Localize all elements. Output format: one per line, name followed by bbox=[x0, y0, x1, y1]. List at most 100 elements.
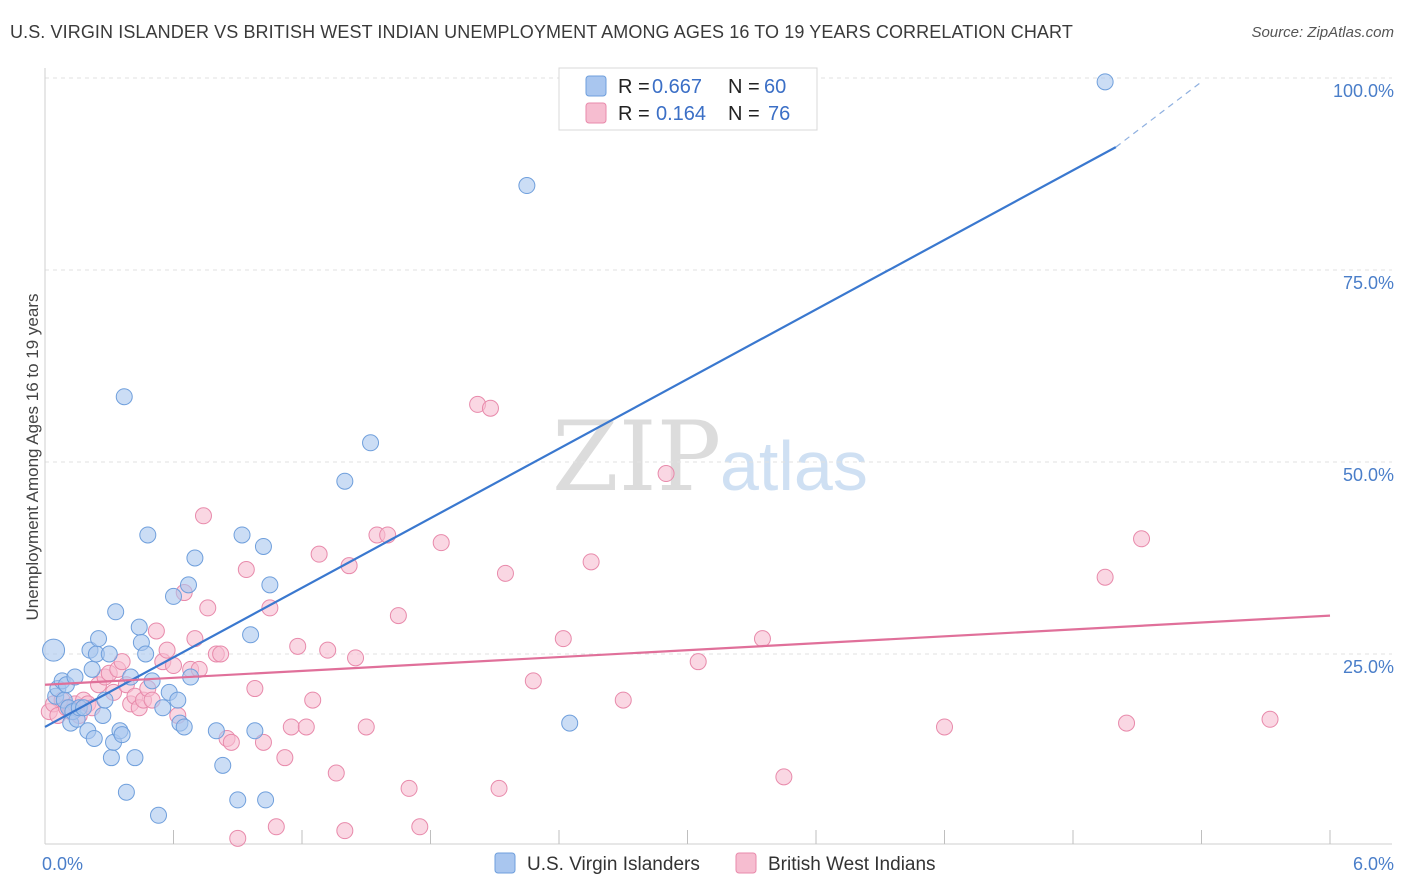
point-british-west-indians-46 bbox=[282, 718, 300, 736]
point-us-virgin-islanders-18 bbox=[90, 630, 108, 648]
bottom-legend-swatch-blue bbox=[494, 852, 516, 874]
trendline-us-virgin-islanders-extension bbox=[1115, 81, 1202, 148]
chart-source: Source: ZipAtlas.com bbox=[1251, 24, 1394, 41]
series-legend: U.S. Virgin Islanders British West India… bbox=[494, 852, 936, 875]
x-tick-labels: 0.0% 6.0% bbox=[42, 854, 1394, 874]
point-us-virgin-islanders-24 bbox=[107, 603, 125, 621]
point-us-virgin-islanders-49 bbox=[233, 526, 251, 544]
y-tick-label-3: 100.0% bbox=[1333, 81, 1394, 101]
series-us-virgin-islanders-points bbox=[42, 73, 1114, 824]
point-british-west-indians-34 bbox=[199, 599, 217, 617]
bottom-legend-label-blue: U.S. Virgin Islanders bbox=[527, 854, 700, 875]
point-us-virgin-islanders-22 bbox=[102, 749, 120, 767]
point-british-west-indians-51 bbox=[319, 641, 337, 659]
point-british-west-indians-45 bbox=[276, 749, 294, 767]
point-us-virgin-islanders-51 bbox=[246, 722, 264, 740]
point-us-virgin-islanders-21 bbox=[100, 645, 118, 663]
point-british-west-indians-74 bbox=[775, 768, 793, 786]
point-british-west-indians-33 bbox=[194, 507, 212, 525]
point-british-west-indians-40 bbox=[237, 561, 255, 579]
point-us-virgin-islanders-34 bbox=[139, 526, 157, 544]
legend-swatch-blue bbox=[585, 75, 607, 97]
legend-r-value-2: 0.164 bbox=[656, 103, 706, 125]
point-british-west-indians-52 bbox=[327, 764, 345, 782]
point-british-west-indians-68 bbox=[554, 630, 572, 648]
point-us-virgin-islanders-45 bbox=[186, 549, 204, 567]
point-us-virgin-islanders-27 bbox=[115, 388, 133, 406]
point-us-virgin-islanders-54 bbox=[261, 576, 279, 594]
point-british-west-indians-47 bbox=[289, 637, 307, 655]
point-us-virgin-islanders-0 bbox=[42, 638, 66, 662]
y-axis-label: Unemployment Among Ages 16 to 19 years bbox=[23, 294, 42, 621]
point-us-virgin-islanders-30 bbox=[126, 749, 144, 767]
legend-r-label-1: R = bbox=[618, 76, 650, 98]
point-british-west-indians-71 bbox=[657, 465, 675, 483]
y-tick-label-1: 50.0% bbox=[1343, 465, 1394, 485]
point-british-west-indians-77 bbox=[1118, 714, 1136, 732]
point-british-west-indians-16 bbox=[113, 653, 131, 671]
point-us-virgin-islanders-56 bbox=[362, 434, 380, 452]
point-british-west-indians-70 bbox=[614, 691, 632, 709]
correlation-legend: R = 0.667 N = 60 R = 0.164 N = 76 bbox=[558, 67, 818, 131]
watermark-zip: ZIP bbox=[552, 401, 721, 513]
y-tick-label-2: 75.0% bbox=[1343, 273, 1394, 293]
point-british-west-indians-41 bbox=[246, 680, 264, 698]
watermark: ZIP atlas bbox=[552, 401, 868, 513]
point-us-virgin-islanders-19 bbox=[94, 706, 112, 724]
point-british-west-indians-62 bbox=[432, 534, 450, 552]
point-us-virgin-islanders-36 bbox=[150, 806, 168, 824]
point-british-west-indians-76 bbox=[1096, 568, 1114, 586]
legend-n-label-1: N = bbox=[728, 76, 760, 98]
point-us-virgin-islanders-35 bbox=[143, 672, 161, 690]
point-us-virgin-islanders-46 bbox=[207, 722, 225, 740]
point-british-west-indians-79 bbox=[1261, 710, 1279, 728]
point-us-virgin-islanders-47 bbox=[214, 756, 232, 774]
point-british-west-indians-38 bbox=[222, 733, 240, 751]
point-british-west-indians-42 bbox=[254, 733, 272, 751]
point-us-virgin-islanders-52 bbox=[254, 537, 272, 555]
point-us-virgin-islanders-31 bbox=[130, 618, 148, 636]
x-tick-label-0: 0.0% bbox=[42, 854, 83, 874]
legend-r-value-1: 0.667 bbox=[652, 76, 702, 98]
point-us-virgin-islanders-50 bbox=[242, 626, 260, 644]
point-us-virgin-islanders-39 bbox=[165, 587, 182, 605]
point-us-virgin-islanders-26 bbox=[113, 726, 131, 744]
point-british-west-indians-50 bbox=[310, 545, 328, 563]
y-tick-labels: 25.0% 50.0% 75.0% 100.0% bbox=[1333, 81, 1394, 677]
point-british-west-indians-75 bbox=[936, 718, 953, 736]
legend-n-value-2: 76 bbox=[768, 103, 790, 125]
point-british-west-indians-26 bbox=[158, 641, 176, 659]
watermark-atlas: atlas bbox=[720, 427, 868, 505]
point-british-west-indians-67 bbox=[524, 672, 542, 690]
point-us-virgin-islanders-59 bbox=[1096, 73, 1114, 91]
legend-n-label-2: N = bbox=[728, 103, 760, 125]
bottom-legend-swatch-pink bbox=[735, 852, 757, 874]
point-british-west-indians-49 bbox=[304, 691, 322, 709]
point-us-virgin-islanders-42 bbox=[175, 718, 193, 736]
point-us-virgin-islanders-33 bbox=[137, 645, 155, 663]
legend-swatch-pink bbox=[585, 102, 607, 124]
point-us-virgin-islanders-55 bbox=[336, 472, 354, 490]
point-british-west-indians-31 bbox=[186, 630, 204, 648]
point-british-west-indians-44 bbox=[267, 818, 285, 836]
point-british-west-indians-64 bbox=[481, 399, 499, 417]
point-british-west-indians-61 bbox=[411, 818, 429, 836]
point-us-virgin-islanders-16 bbox=[85, 729, 103, 747]
legend-r-label-2: R = bbox=[618, 103, 650, 125]
point-british-west-indians-39 bbox=[229, 829, 247, 847]
point-british-west-indians-65 bbox=[490, 779, 508, 797]
point-british-west-indians-55 bbox=[347, 649, 365, 667]
trendline-british-west-indians bbox=[44, 614, 1331, 686]
point-british-west-indians-72 bbox=[689, 653, 707, 671]
point-us-virgin-islanders-43 bbox=[179, 576, 197, 594]
y-tick-label-0: 25.0% bbox=[1343, 657, 1394, 677]
point-us-virgin-islanders-40 bbox=[169, 691, 187, 709]
trendlines bbox=[44, 81, 1331, 728]
point-us-virgin-islanders-28 bbox=[117, 783, 135, 801]
point-us-virgin-islanders-57 bbox=[518, 177, 536, 195]
point-british-west-indians-59 bbox=[389, 607, 407, 625]
legend-n-value-1: 60 bbox=[764, 76, 786, 98]
chart-title: U.S. VIRGIN ISLANDER VS BRITISH WEST IND… bbox=[10, 22, 1073, 42]
point-us-virgin-islanders-58 bbox=[561, 714, 579, 732]
